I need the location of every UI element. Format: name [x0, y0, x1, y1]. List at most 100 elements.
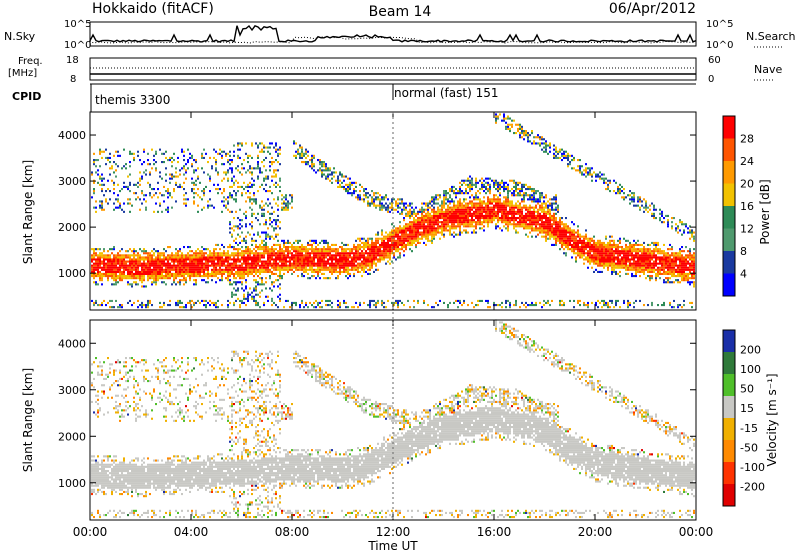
data-cell: [161, 264, 163, 267]
data-cell: [191, 268, 193, 271]
data-cell: [393, 233, 395, 236]
data-cell: [311, 266, 313, 269]
data-cell: [155, 192, 157, 195]
data-cell: [213, 254, 215, 257]
data-cell: [241, 266, 243, 269]
data-cell: [151, 250, 153, 253]
data-cell: [379, 198, 381, 201]
data-cell: [337, 252, 339, 255]
data-cell: [125, 163, 127, 166]
data-cell: [127, 268, 129, 271]
data-cell: [463, 223, 465, 226]
data-cell: [281, 260, 283, 263]
data-cell: [255, 239, 257, 242]
data-cell: [493, 181, 495, 184]
data-cell: [519, 125, 521, 128]
data-cell: [505, 301, 507, 304]
data-cell: [175, 183, 177, 186]
data-cell: [225, 173, 227, 176]
data-cell: [437, 194, 439, 197]
data-cell: [467, 192, 469, 195]
data-cell: [435, 301, 437, 304]
data-cell: [141, 190, 143, 193]
data-cell: [335, 262, 337, 265]
data-cell: [327, 175, 329, 178]
data-cell: [299, 154, 301, 157]
freq-left-tick-top: 18: [66, 55, 79, 66]
data-cell: [337, 177, 339, 180]
data-cell: [113, 192, 115, 195]
data-cell: [373, 252, 375, 255]
data-cell: [225, 268, 227, 271]
data-cell: [169, 159, 171, 162]
data-cell: [541, 227, 543, 230]
data-cell: [105, 266, 107, 269]
data-cell: [245, 217, 247, 220]
data-cell: [495, 200, 497, 203]
data-cell: [327, 177, 329, 180]
data-cell: [257, 301, 259, 304]
data-cell: [337, 304, 339, 307]
data-cell: [249, 272, 251, 275]
data-cell: [333, 268, 335, 271]
data-cell: [535, 214, 537, 217]
data-cell: [265, 156, 267, 159]
data-cell: [215, 256, 217, 259]
data-cell: [445, 196, 447, 199]
data-cell: [243, 289, 245, 292]
data-cell: [253, 287, 255, 290]
data-cell: [313, 268, 315, 271]
data-cell: [179, 270, 181, 273]
data-cell: [523, 134, 525, 137]
data-cell: [527, 210, 529, 213]
data-cell: [93, 248, 95, 251]
data-cell: [287, 256, 289, 259]
data-cell: [217, 171, 219, 174]
data-cell: [377, 252, 379, 255]
data-cell: [149, 185, 151, 188]
data-cell: [269, 185, 271, 188]
data-cell: [213, 262, 215, 265]
data-cell: [375, 198, 377, 201]
data-cell: [233, 256, 235, 259]
data-cell: [307, 264, 309, 267]
data-cell: [219, 266, 221, 269]
data-cell: [425, 233, 427, 236]
data-cell: [385, 248, 387, 251]
data-cell: [415, 233, 417, 236]
data-cell: [279, 275, 281, 278]
data-cell: [325, 175, 327, 178]
data-cell: [351, 192, 353, 195]
data-cell: [295, 264, 297, 267]
data-cell: [277, 306, 279, 309]
data-cell: [287, 299, 289, 302]
data-cell: [455, 299, 457, 302]
data-cell: [549, 150, 551, 153]
data-cell: [211, 275, 213, 278]
data-cell: [335, 256, 337, 259]
data-cell: [249, 262, 251, 265]
data-cell: [445, 194, 447, 197]
data-cell: [379, 200, 381, 203]
data-cell: [497, 212, 499, 215]
data-cell: [423, 301, 425, 304]
data-cell: [477, 206, 479, 209]
data-cell: [513, 181, 515, 184]
data-cell: [137, 268, 139, 271]
data-cell: [189, 152, 191, 155]
data-cell: [97, 173, 99, 176]
data-cell: [171, 173, 173, 176]
data-cell: [547, 237, 549, 240]
data-cell: [293, 241, 295, 244]
data-cell: [547, 233, 549, 236]
data-cell: [549, 235, 551, 238]
data-cell: [93, 281, 95, 284]
data-cell: [313, 270, 315, 273]
data-cell: [505, 185, 507, 188]
data-cell: [259, 306, 261, 309]
data-cell: [315, 252, 317, 255]
data-cell: [405, 225, 407, 228]
data-cell: [163, 152, 165, 155]
data-cell: [147, 159, 149, 162]
data-cell: [495, 217, 497, 220]
